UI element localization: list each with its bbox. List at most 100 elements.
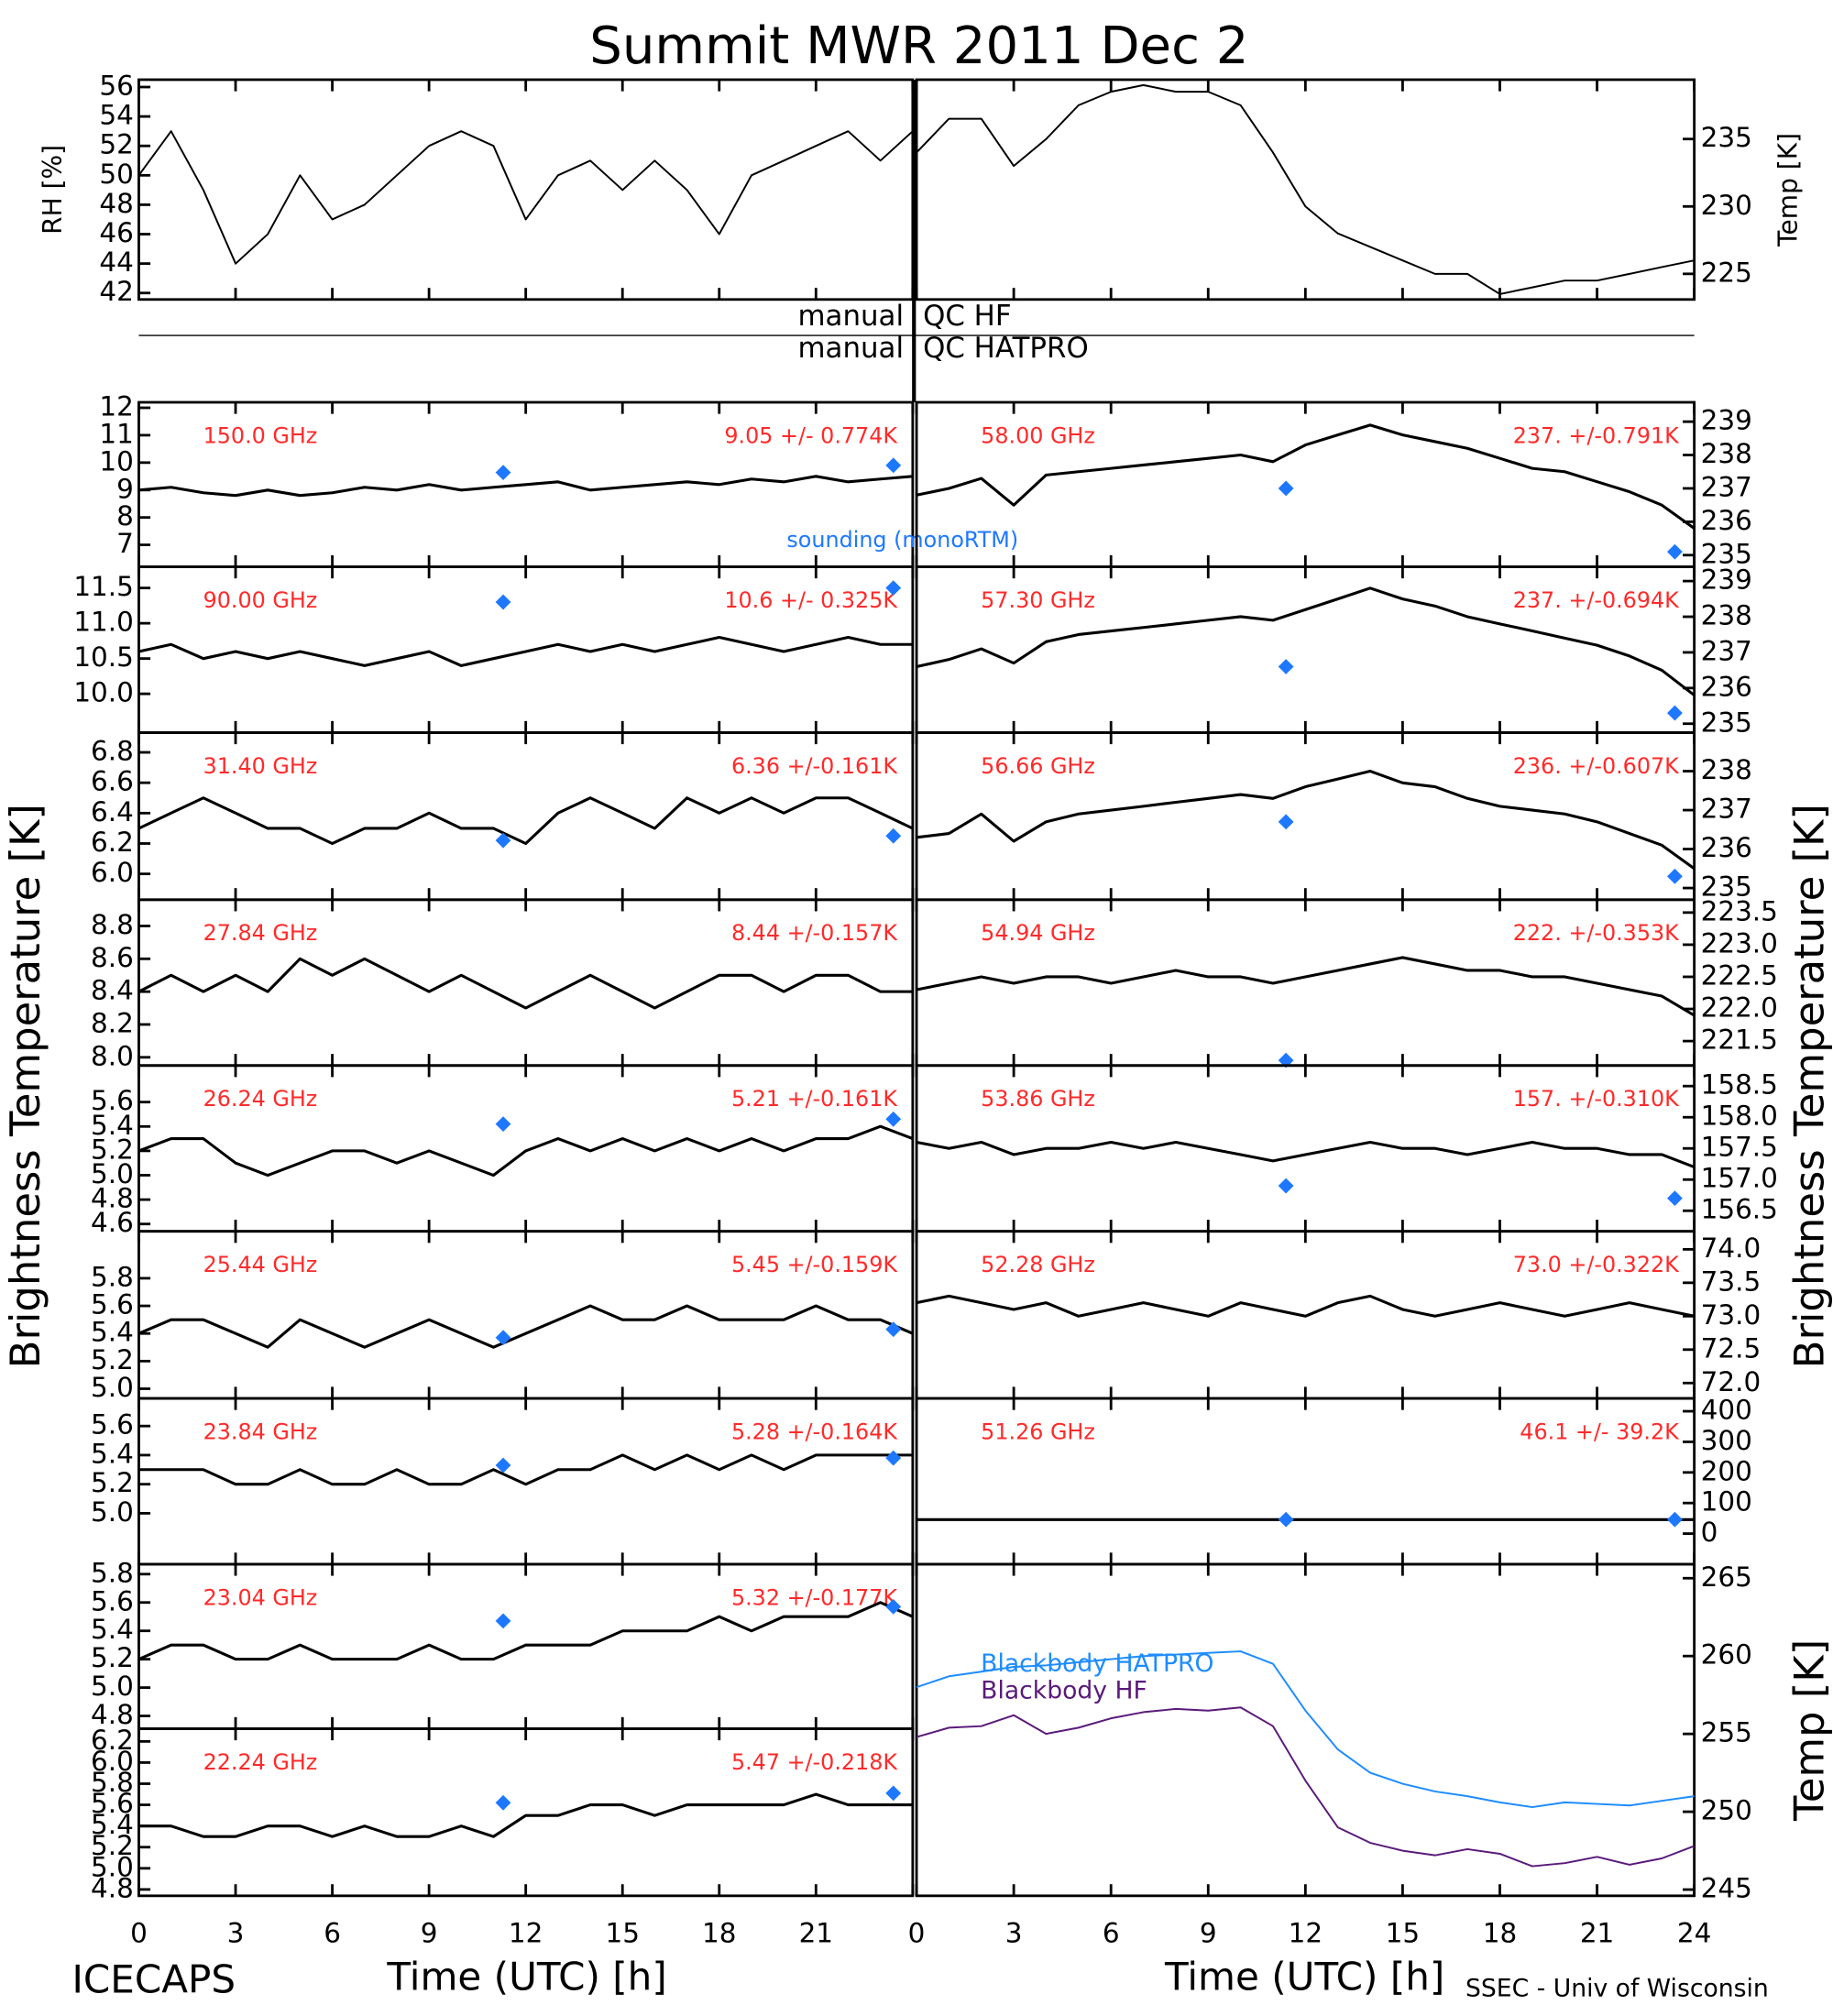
y-tick-label: 4.6 [91, 1207, 134, 1238]
sounding-point [495, 594, 511, 610]
annotation: 9.05 +/- 0.774K [724, 422, 898, 448]
y-tick-label: 56 [99, 70, 133, 101]
y-tick-label: 5.4 [91, 1110, 134, 1141]
y-tick-label: 5.8 [91, 1557, 134, 1588]
y-tick-label: 5.6 [91, 1409, 134, 1441]
y-tick-label: 5.2 [91, 1467, 134, 1498]
y-tick-label: 237 [1701, 635, 1752, 666]
y-tick-label: 73.5 [1701, 1265, 1762, 1297]
x-tick-label: 18 [702, 1917, 736, 1948]
plot-area: Summit MWR 2011 Dec 2 manual QC HF manua… [1, 16, 1833, 2003]
annotation: 73.0 +/-0.322K [1513, 1252, 1680, 1277]
y-tick-label: 221.5 [1701, 1024, 1778, 1056]
y-tick-label: 265 [1701, 1561, 1752, 1593]
y-tick-label: 239 [1701, 564, 1752, 596]
y-tick-label: 11.5 [73, 571, 134, 602]
y-tick-label: 222.0 [1701, 992, 1778, 1024]
y-tick-label: 8.4 [91, 975, 134, 1006]
y-tick-label: 6.6 [91, 766, 134, 797]
sounding-point [495, 465, 511, 481]
y-tick-label: 7 [116, 528, 134, 559]
y-tick-label: 238 [1701, 600, 1752, 631]
annotation: 27.84 GHz [203, 920, 318, 946]
series-line [137, 130, 914, 265]
y-tick-label: 236 [1701, 505, 1752, 536]
x-axis-label: Time (UTC) [h] [386, 1955, 666, 2000]
annotation: 90.00 GHz [203, 587, 318, 613]
y-tick-label: 5.0 [91, 1158, 134, 1189]
series-line [916, 1650, 1695, 1809]
x-tick-label: 12 [1289, 1917, 1323, 1948]
y-tick-label: 5.4 [91, 1438, 134, 1469]
legend-label: sounding (monoRTM) [786, 527, 1018, 553]
y-tick-label: 200 [1701, 1455, 1752, 1486]
y-tick-label: 5.0 [91, 1671, 134, 1702]
annotation: 6.36 +/-0.161K [731, 753, 898, 779]
y-tick-label: 5.4 [91, 1317, 134, 1348]
annotation: 8.44 +/-0.157K [731, 920, 898, 946]
y-tick-label: 5.6 [91, 1788, 134, 1819]
annotation: 57.30 GHz [981, 587, 1095, 613]
annotation: 53.86 GHz [981, 1086, 1095, 1112]
sounding-point [885, 1321, 902, 1338]
y-tick-label: 8 [116, 500, 134, 531]
y-tick-label: 4.8 [91, 1872, 134, 1903]
y-tick-label: 255 [1701, 1717, 1752, 1748]
y-tick-label: 235 [1701, 707, 1752, 738]
y-tick-label: 158.0 [1701, 1101, 1778, 1132]
sounding-point [495, 1613, 511, 1629]
y-tick-label: 12 [99, 390, 133, 422]
annotation: 56.66 GHz [981, 753, 1095, 779]
x-tick-label: 3 [227, 1917, 245, 1948]
x-tick-label: 0 [908, 1917, 926, 1948]
series-line [137, 1304, 914, 1349]
annotation: 236. +/-0.607K [1513, 753, 1680, 779]
y-tick-label: 6.0 [91, 1746, 134, 1777]
series-line [916, 1706, 1695, 1868]
y-tick-label: 235 [1701, 538, 1752, 569]
annotation: 150.0 GHz [203, 422, 318, 448]
footer: ICECAPS [72, 1956, 236, 2001]
y-tick-label: 46 [99, 217, 133, 248]
y-tick-label: 238 [1701, 754, 1752, 785]
y-tick-label: 0 [1701, 1517, 1718, 1548]
sounding-point [885, 1598, 902, 1615]
y-tick-label: 72.5 [1701, 1332, 1762, 1364]
y-tick-label: 225 [1701, 257, 1752, 288]
y-tick-label: 5.0 [91, 1496, 134, 1528]
y-tick-label: 157.0 [1701, 1163, 1778, 1194]
y-tick-label: 72.0 [1701, 1366, 1762, 1397]
y-axis-label: Brightness Temperature [K] [1, 804, 49, 1368]
y-axis-label: RH [%] [38, 145, 68, 235]
annotation: 25.44 GHz [203, 1252, 318, 1277]
sounding-point [495, 832, 511, 849]
y-tick-label: 5.8 [91, 1767, 134, 1798]
sounding-point [1666, 1190, 1683, 1207]
y-tick-label: 6.8 [91, 736, 134, 767]
y-tick-label: 300 [1701, 1425, 1752, 1456]
x-tick-label: 18 [1483, 1917, 1517, 1948]
sounding-point [1666, 1511, 1683, 1528]
y-tick-label: 6.4 [91, 796, 134, 827]
series-line [916, 83, 1695, 295]
annotation: 5.21 +/-0.161K [731, 1086, 898, 1112]
y-tick-label: 250 [1701, 1795, 1752, 1826]
series-line [916, 956, 1696, 1017]
y-tick-label: 5.6 [91, 1585, 134, 1616]
y-tick-label: 5.4 [91, 1809, 134, 1840]
y-tick-label: 5.2 [91, 1642, 134, 1673]
x-tick-label: 3 [1005, 1917, 1023, 1948]
y-tick-label: 52 [99, 129, 133, 160]
sounding-point [495, 1457, 511, 1474]
y-tick-label: 235 [1701, 871, 1752, 903]
x-tick-label: 9 [1200, 1917, 1217, 1948]
qc-label: manual [798, 300, 905, 333]
y-tick-label: 4.8 [91, 1183, 134, 1214]
y-tick-label: 44 [99, 247, 133, 278]
y-tick-label: 50 [99, 159, 133, 190]
y-tick-label: 156.5 [1701, 1194, 1778, 1225]
y-tick-label: 11 [99, 418, 133, 449]
qc-label: QC HF [923, 300, 1012, 333]
y-tick-label: 223.5 [1701, 895, 1778, 926]
